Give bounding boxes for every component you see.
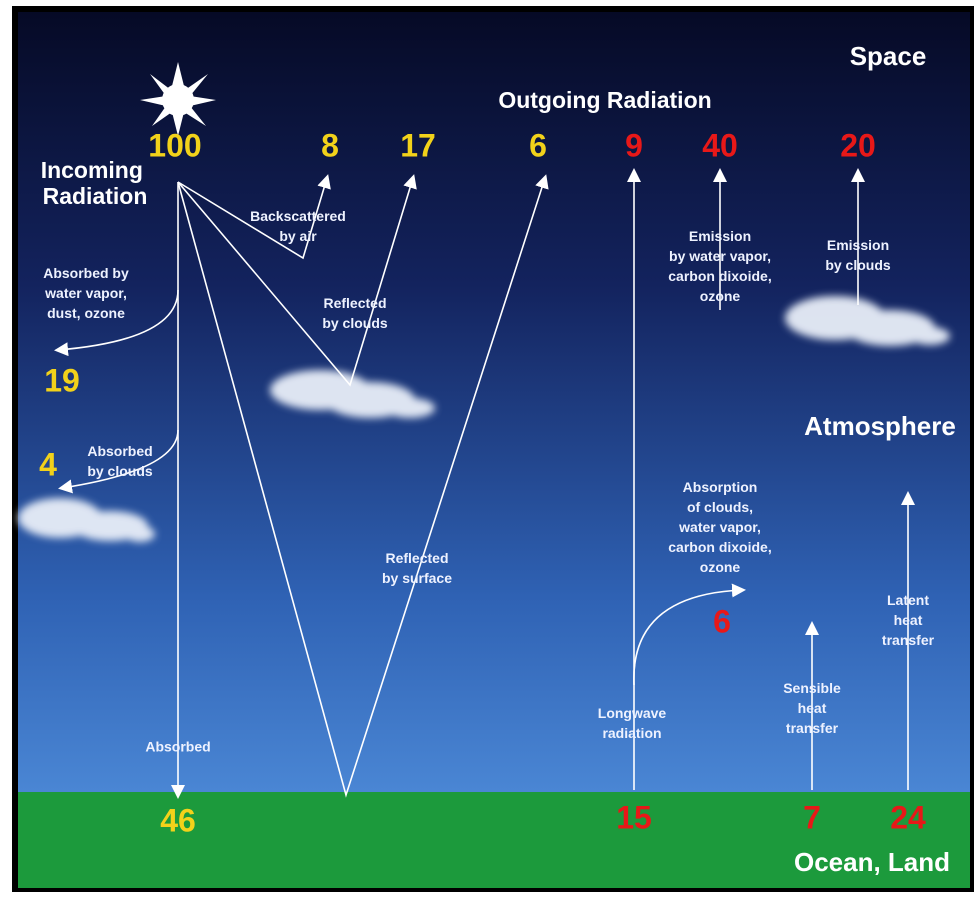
value: 6: [713, 603, 731, 639]
label: Absorbed by water vapor, dust, ozone: [43, 265, 129, 321]
incoming-heading: Incoming Radiation: [41, 157, 150, 209]
line: Reflected: [385, 550, 448, 566]
line: dust, ozone: [47, 305, 125, 321]
line: Backscattered: [250, 208, 346, 224]
label: Emission by clouds: [825, 237, 891, 273]
line: Latent: [887, 592, 929, 608]
arrows: [54, 168, 915, 799]
label: Reflected by clouds: [322, 295, 388, 331]
value: 100: [148, 127, 201, 163]
value: 24: [890, 799, 926, 835]
label: Absorbed: [145, 739, 210, 755]
sun: [140, 62, 216, 136]
line: Sensible: [783, 680, 841, 696]
line: carbon dixoide,: [668, 268, 771, 284]
line: of clouds,: [687, 499, 753, 515]
line: transfer: [786, 720, 839, 736]
ground: [18, 792, 970, 888]
label: Reflected by surface: [382, 550, 452, 586]
line: by clouds: [825, 257, 891, 273]
value: 19: [44, 362, 80, 398]
value: 8: [321, 127, 339, 163]
line: water vapor,: [678, 519, 761, 535]
line: by surface: [382, 570, 452, 586]
line: Absorbed by: [43, 265, 129, 281]
line: heat: [798, 700, 827, 716]
line: Incoming: [41, 157, 143, 183]
line: by clouds: [322, 315, 388, 331]
line: radiation: [602, 725, 661, 741]
space-label: Space: [850, 41, 927, 71]
line: by clouds: [87, 463, 153, 479]
line: Absorption: [683, 479, 758, 495]
line: Emission: [827, 237, 889, 253]
value: 6: [529, 127, 547, 163]
line: Longwave: [598, 705, 667, 721]
line: Emission: [689, 228, 751, 244]
line: by air: [279, 228, 317, 244]
atmosphere-label: Atmosphere: [804, 411, 956, 441]
line: heat: [894, 612, 923, 628]
ground-label: Ocean, Land: [794, 847, 950, 877]
label: Absorbed by clouds: [87, 443, 153, 479]
value: 15: [616, 799, 652, 835]
label: Emission by water vapor, carbon dixoide, oz…: [668, 228, 771, 304]
value: 46: [160, 802, 196, 838]
value: 40: [702, 127, 738, 163]
label: Latent heat transfer: [882, 592, 935, 648]
line: carbon dixoide,: [668, 539, 771, 555]
label: Longwave radiation: [598, 705, 667, 741]
value: 4: [39, 446, 57, 482]
line: ozone: [700, 288, 741, 304]
line: by water vapor,: [669, 248, 771, 264]
value: 7: [803, 799, 821, 835]
line: Absorbed: [87, 443, 152, 459]
outgoing-heading: Outgoing Radiation: [498, 87, 711, 113]
line: water vapor,: [44, 285, 127, 301]
value: 9: [625, 127, 643, 163]
line: Reflected: [323, 295, 386, 311]
value: 17: [400, 127, 436, 163]
line: transfer: [882, 632, 935, 648]
label: Backscattered by air: [250, 208, 346, 244]
value: 20: [840, 127, 876, 163]
label: Sensible heat transfer: [783, 680, 841, 736]
line: ozone: [700, 559, 741, 575]
line: Radiation: [43, 183, 148, 209]
label: Absorption of clouds, water vapor, carbon d…: [668, 479, 771, 575]
